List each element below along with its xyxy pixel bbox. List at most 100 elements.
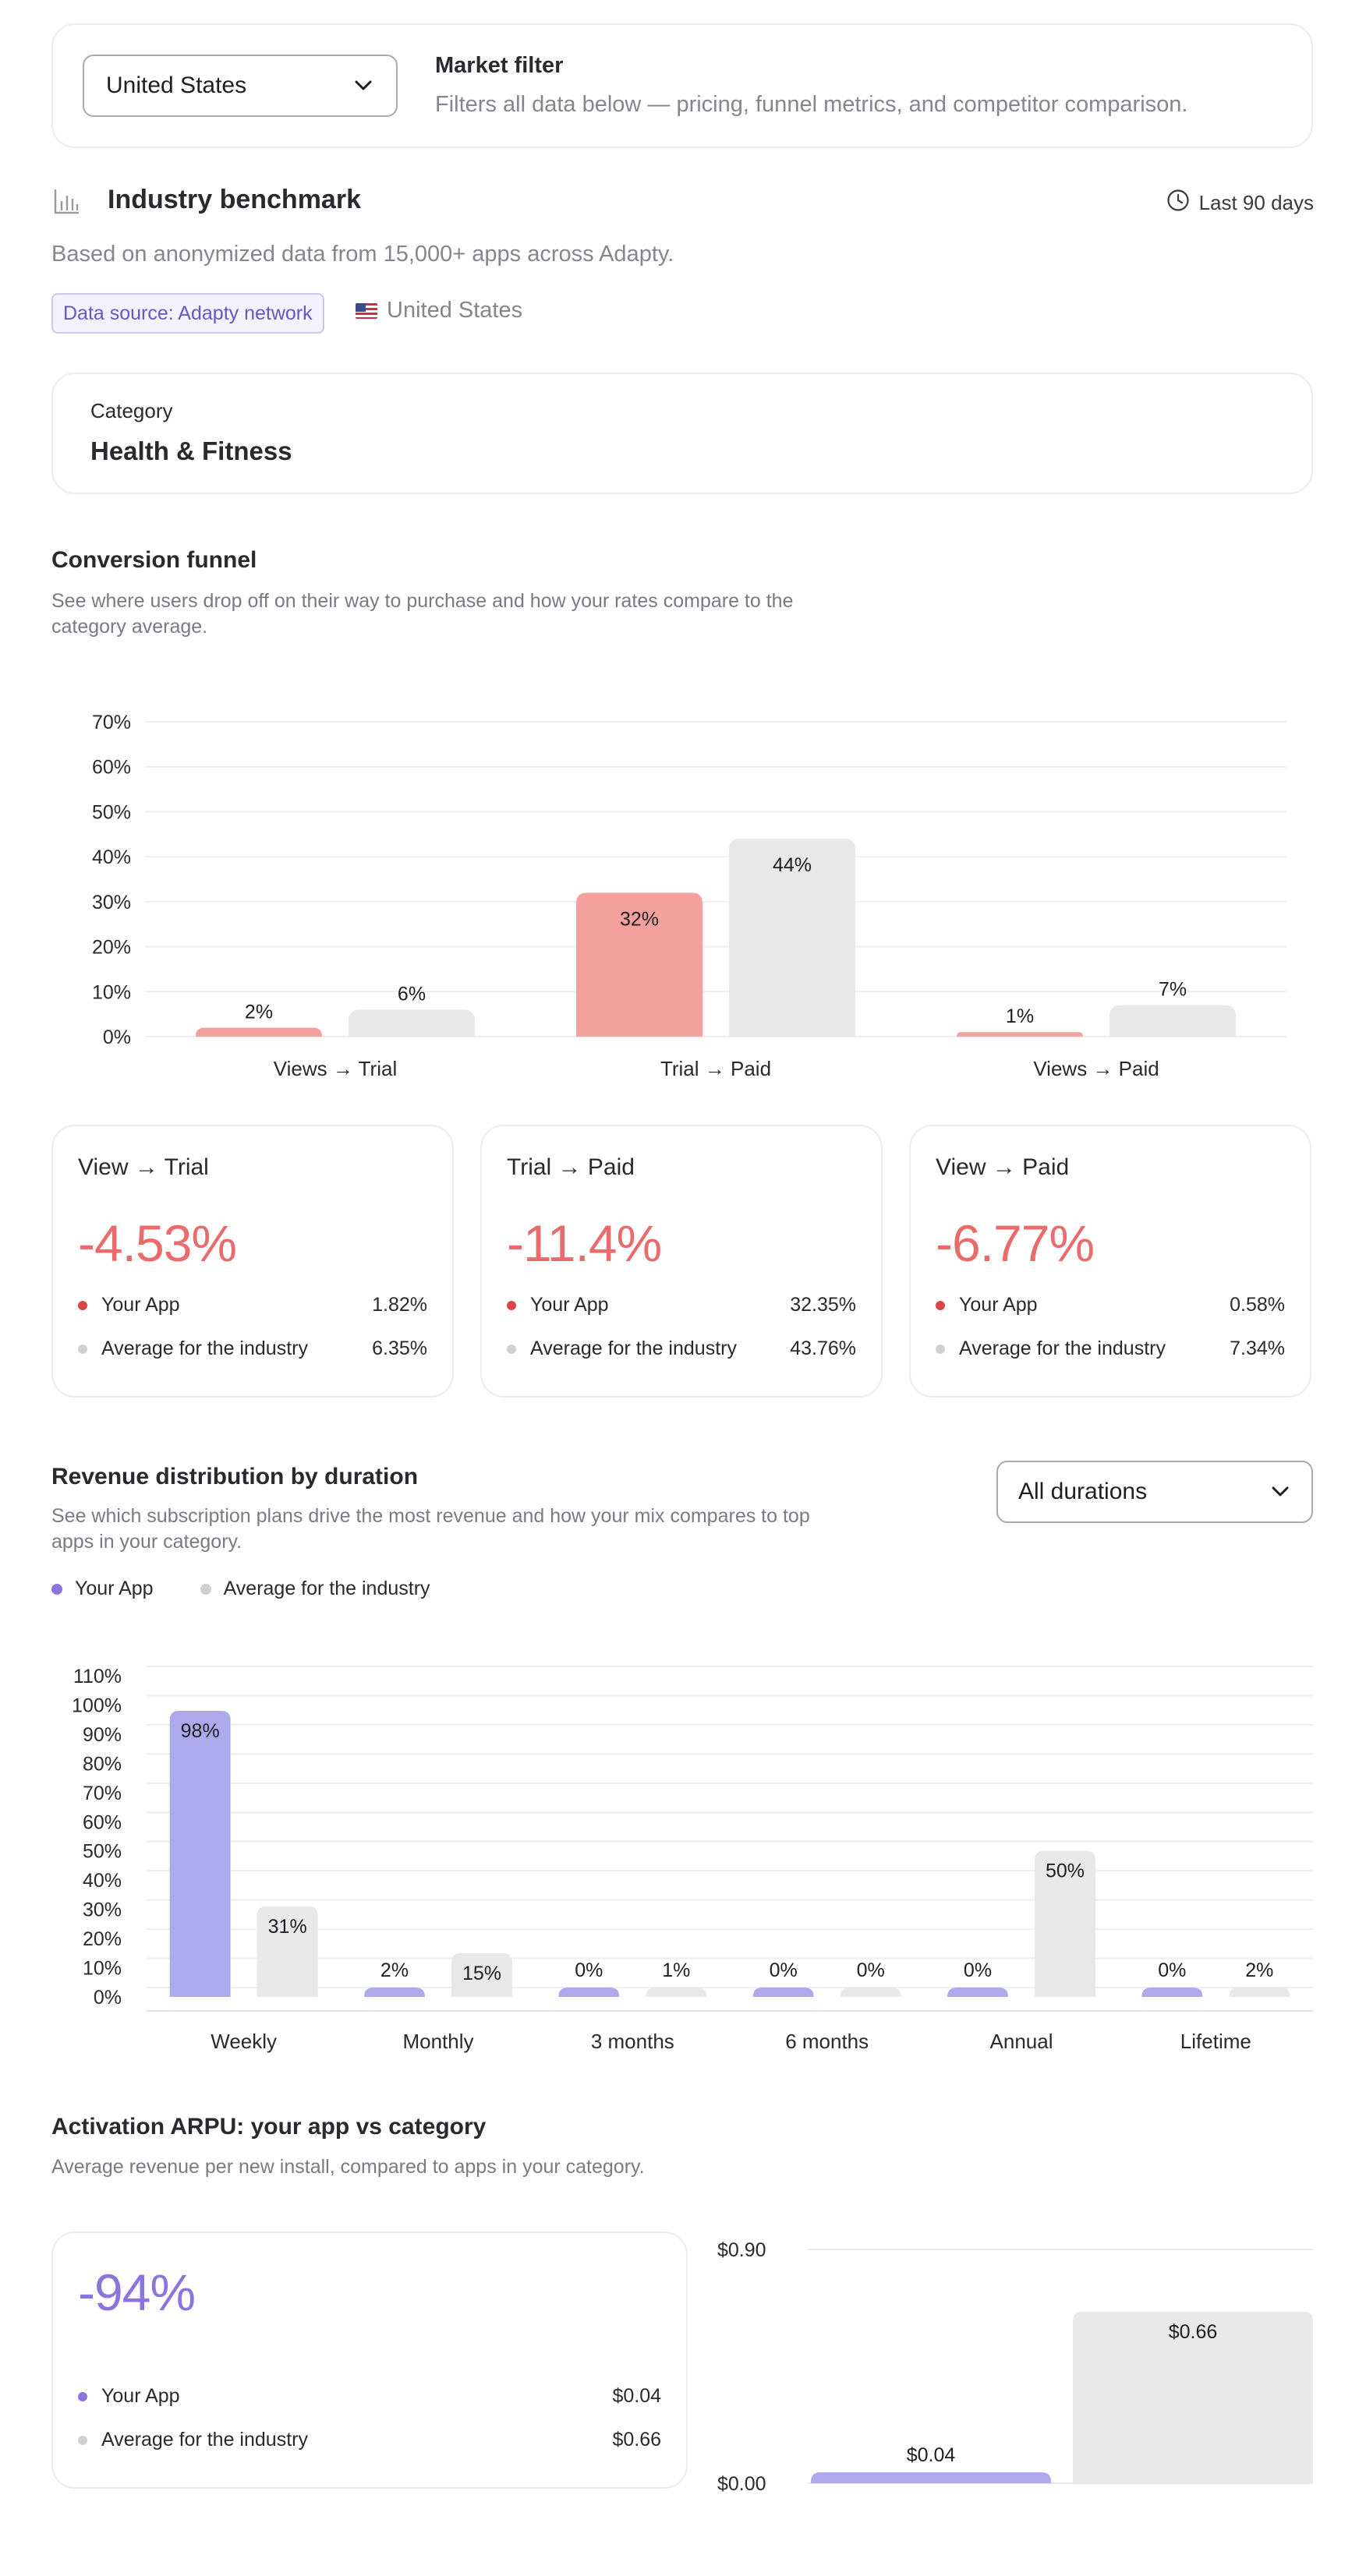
kpi-delta: -6.77% — [936, 1214, 1095, 1272]
kpi-industry-label: Average for the industry — [959, 1337, 1166, 1359]
kpi-industry-label: Average for the industry — [101, 1337, 308, 1359]
y-tick-label: 30% — [92, 892, 131, 913]
revenue-bar — [364, 1988, 425, 1997]
y-tick-label: 20% — [83, 1928, 122, 1950]
arpu-chart: $0.00 $0.90 $0.04 $0.66 — [717, 2239, 1313, 2495]
y-tick-label: 0% — [94, 1987, 122, 2009]
bar-value-label: 98% — [181, 1720, 220, 1742]
x-tick-label: 6 months — [785, 2030, 869, 2053]
country-tag: United States — [356, 298, 522, 323]
bar-value-label: 0% — [575, 1959, 603, 1981]
funnel-bar — [196, 1027, 322, 1037]
kpi-industry-row: Average for the industry 7.34% — [936, 1337, 1285, 1360]
page-title: Industry benchmark — [108, 185, 361, 214]
kpi-delta: -4.53% — [78, 1214, 237, 1272]
bar-value-label: 7% — [1159, 979, 1187, 1001]
market-select-value: United States — [106, 72, 247, 98]
kpi-industry-label: Average for the industry — [530, 1337, 737, 1359]
funnel-bar — [957, 1032, 1083, 1037]
bar-value-label: 32% — [620, 908, 659, 930]
funnel-bar — [1109, 1005, 1236, 1037]
revenue-bar — [840, 1988, 901, 1997]
bar-value-label: 0% — [770, 1959, 798, 1981]
y-tick-label: 90% — [83, 1724, 122, 1746]
revenue-bar — [1141, 1988, 1203, 1997]
kpi-app-row: Your App 32.35% — [507, 1294, 856, 1316]
market-filter-card: United States Market filter Filters all … — [51, 23, 1313, 148]
bar-value-label: $0.04 — [907, 2444, 956, 2466]
x-tick-label: Views → Trial — [274, 1057, 397, 1080]
arpu-app-label: Your App — [101, 2385, 180, 2407]
arpu-industry-value: $0.66 — [612, 2429, 661, 2451]
kpi-app-value: 0.58% — [1230, 1294, 1285, 1316]
kpi-app-label: Your App — [530, 1294, 609, 1316]
y-tick-label: 30% — [83, 1899, 122, 1921]
category-value: Health & Fitness — [90, 436, 292, 465]
data-source-badge: Data source: Adapty network — [51, 293, 324, 334]
bar-value-label: 1% — [1006, 1005, 1034, 1027]
y-tick-label: 50% — [83, 1841, 122, 1863]
bar-value-label: 50% — [1046, 1860, 1085, 1882]
y-tick-label: 110% — [73, 1666, 122, 1687]
category-label: Category — [90, 399, 173, 422]
kpi-app-row: Your App 1.82% — [78, 1294, 427, 1316]
bar-value-label: 0% — [1158, 1959, 1186, 1981]
legend-dot-industry — [200, 1583, 211, 1595]
y-tick-label: 70% — [83, 1783, 122, 1804]
kpi-title: View → Trial — [78, 1154, 209, 1180]
revenue-bar — [257, 1906, 318, 1997]
revenue-bar — [947, 1988, 1008, 1997]
legend-label-industry: Average for the industry — [223, 1578, 430, 1599]
legend-label-app: Your App — [75, 1578, 154, 1599]
bar-value-label: 2% — [245, 1001, 273, 1023]
y-tick-label: 70% — [92, 712, 131, 733]
funnel-description: See where users drop off on their way to… — [51, 590, 794, 638]
industry-dot — [78, 2435, 87, 2445]
x-tick-label: Views → Paid — [1033, 1057, 1159, 1080]
arpu-industry-row: Average for the industry $0.66 — [78, 2429, 661, 2451]
benchmark-description: Based on anonymized data from 15,000+ ap… — [51, 242, 674, 267]
kpi-title: Trial → Paid — [507, 1154, 635, 1180]
industry-dot — [78, 1344, 87, 1354]
revenue-bar — [558, 1988, 620, 1997]
market-filter-title: Market filter — [435, 53, 564, 78]
industry-dot — [507, 1344, 516, 1354]
revenue-bar — [646, 1988, 707, 1997]
x-tick-label: Trial → Paid — [660, 1057, 771, 1080]
y-tick-label: 10% — [92, 981, 131, 1003]
market-select[interactable]: United States — [83, 55, 398, 117]
bar-value-label: 44% — [773, 854, 812, 876]
kpi-industry-row: Average for the industry 43.76% — [507, 1337, 856, 1360]
kpi-industry-value: 6.35% — [372, 1337, 427, 1359]
country-label: United States — [387, 298, 523, 323]
legend-item-industry: Average for the industry — [200, 1578, 430, 1600]
app-dot — [78, 2391, 87, 2401]
arpu-app-row: Your App $0.04 — [78, 2385, 661, 2408]
revenue-bar — [451, 1952, 512, 1997]
kpi-app-label: Your App — [101, 1294, 180, 1316]
y-tick-label: $0.90 — [717, 2239, 766, 2261]
revenue-bar — [752, 1988, 814, 1997]
kpi-industry-value: 7.34% — [1230, 1337, 1285, 1359]
revenue-bar — [1229, 1988, 1290, 1997]
x-tick-label: Weekly — [211, 2030, 277, 2053]
kpi-industry-row: Average for the industry 6.35% — [78, 1337, 427, 1360]
kpi-delta: -11.4% — [507, 1214, 662, 1272]
app-dot — [507, 1300, 516, 1310]
chevron-down-icon — [1269, 1481, 1291, 1503]
kpi-app-row: Your App 0.58% — [936, 1294, 1285, 1316]
kpi-app-value: 1.82% — [372, 1294, 427, 1316]
legend-dot-app — [51, 1583, 62, 1595]
bar-value-label: $0.66 — [1169, 2321, 1218, 2343]
y-tick-label: $0.00 — [717, 2473, 766, 2495]
bar-chart-icon — [53, 187, 81, 215]
arpu-card: -94% Your App $0.04 Average for the indus… — [51, 2231, 688, 2489]
y-tick-label: 60% — [83, 1811, 122, 1833]
period-indicator: Last 90 days — [1166, 189, 1314, 217]
kpi-app-label: Your App — [959, 1294, 1038, 1316]
duration-select[interactable]: All durations — [996, 1461, 1313, 1523]
us-flag-icon — [356, 302, 377, 319]
chevron-down-icon — [352, 75, 374, 97]
y-tick-label: 40% — [83, 1870, 122, 1892]
legend-item-app: Your App — [51, 1578, 154, 1600]
